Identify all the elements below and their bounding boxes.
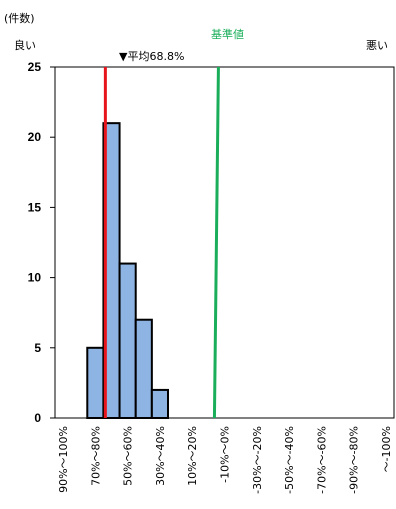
baseline-label: 基準値 bbox=[211, 27, 244, 41]
good-label: 良い bbox=[14, 38, 36, 52]
plot-area bbox=[54, 66, 395, 419]
bars bbox=[86, 122, 170, 420]
x-axis: 90%〜100% 70%〜80% 50%〜60% 30%〜40% 10%〜20% -10%… bbox=[57, 426, 393, 494]
bar bbox=[134, 318, 153, 419]
y-unit-label: (件数) bbox=[4, 12, 35, 25]
average-label: ▼平均68.8% bbox=[119, 50, 184, 63]
x-tick-label: -50%〜-40% bbox=[283, 426, 296, 494]
y-tick-label: 0 bbox=[34, 411, 41, 425]
bar bbox=[86, 346, 105, 419]
x-tick-label: -30%〜-20% bbox=[251, 426, 264, 494]
x-tick-label: 50%〜60% bbox=[122, 426, 135, 486]
y-tick-label: 5 bbox=[34, 341, 41, 355]
y-tick-label: 15 bbox=[28, 200, 42, 214]
x-tick-label: -90%〜-80% bbox=[348, 426, 361, 494]
x-tick-label: -70%〜-60% bbox=[315, 426, 328, 494]
y-axis: 0 5 10 15 20 25 bbox=[28, 60, 55, 425]
x-tick-label: 30%〜40% bbox=[154, 426, 167, 486]
x-tick-label: 〜-100% bbox=[380, 426, 393, 472]
bad-label: 悪い bbox=[366, 39, 388, 52]
baseline-line bbox=[212, 66, 220, 419]
x-tick-label: 70%〜80% bbox=[89, 426, 102, 486]
x-tick-label: 90%〜100% bbox=[57, 426, 70, 493]
reference-lines bbox=[103, 66, 220, 419]
bar bbox=[150, 388, 170, 420]
plot-frame bbox=[54, 66, 395, 419]
y-tick-label: 25 bbox=[28, 60, 42, 74]
y-tick-label: 10 bbox=[28, 271, 42, 285]
x-tick-label: 10%〜20% bbox=[186, 426, 199, 486]
y-tick-label: 20 bbox=[28, 130, 42, 144]
x-tick-label: -10%〜0% bbox=[219, 426, 232, 483]
bar bbox=[118, 262, 137, 419]
